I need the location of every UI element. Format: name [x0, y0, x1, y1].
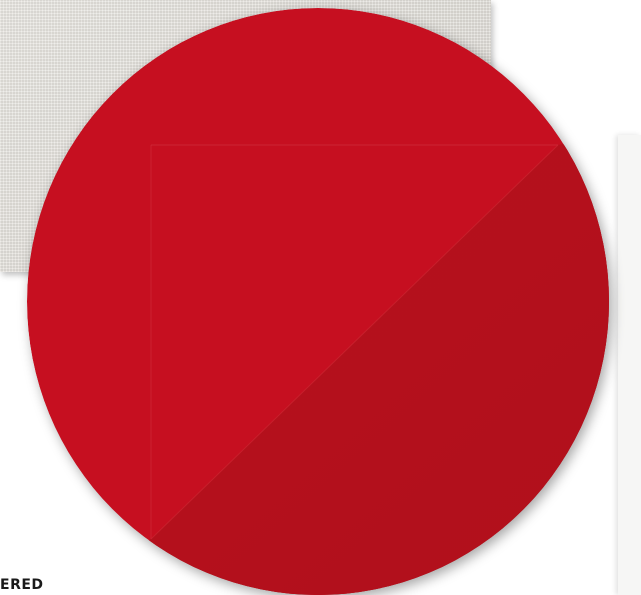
red-circle-shaded-lower — [87, 128, 609, 595]
paper-sheet-edge — [618, 135, 641, 595]
red-circle-graphic — [27, 8, 609, 595]
caption-text: ERED — [0, 577, 44, 593]
fold-line-diagonal — [150, 144, 559, 540]
